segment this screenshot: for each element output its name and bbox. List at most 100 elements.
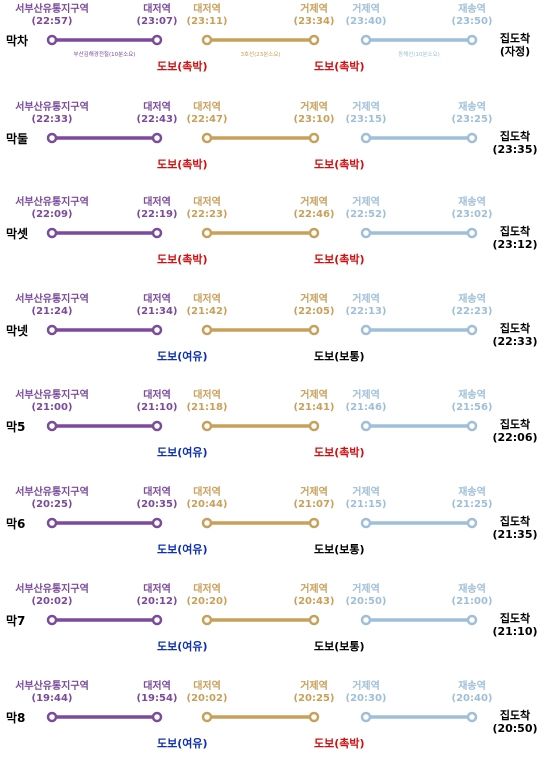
station-node (308, 517, 320, 529)
station-name: 거제역 (300, 584, 328, 595)
station-time: (20:43) (293, 596, 335, 607)
station-time: (21:34) (136, 306, 178, 317)
station-label: 서부산유통지구역 (20:02) (7, 584, 97, 608)
station-time: (22:13) (345, 306, 387, 317)
station-label: 대저역 (23:07) (112, 4, 202, 28)
station-time: (23:11) (186, 16, 228, 27)
schedule-row: 서부산유통지구역 (21:00) 대저역 (21:10) 대저역 (21:18) 거제역 (2… (0, 390, 550, 480)
route-line (46, 34, 478, 46)
station-name: 대저역 (143, 487, 171, 498)
destination: 집도착 (23:35) (488, 130, 542, 156)
station-label: 대저역 (22:19) (112, 197, 202, 221)
station-node (201, 132, 213, 144)
station-time: (22:23) (186, 209, 228, 220)
station-name: 서부산유통지구역 (15, 487, 89, 498)
schedule-row: 서부산유통지구역 (22:09) 대저역 (22:19) 대저역 (22:23) 거제역 (2… (0, 197, 550, 287)
transfer-walk-label: 도보(촉박) (314, 158, 365, 171)
station-node (201, 34, 213, 46)
station-label: 재송역 (21:00) (427, 584, 517, 608)
station-time: (23:15) (345, 114, 387, 125)
station-node (151, 420, 163, 432)
station-node (360, 420, 372, 432)
station-time: (22:52) (345, 209, 387, 220)
station-time: (22:23) (451, 306, 493, 317)
transfer-walk-label: 도보(여유) (157, 543, 208, 556)
destination: 집도착 (20:50) (488, 709, 542, 735)
destination-name: 집도착 (499, 130, 531, 143)
station-label: 대저역 (22:23) (162, 197, 252, 221)
station-label: 거제역 (22:05) (269, 294, 359, 318)
station-label: 거제역 (21:15) (321, 487, 411, 511)
station-name: 서부산유통지구역 (15, 102, 89, 113)
route-label: 막7 (6, 614, 26, 628)
transfer-walk-label: 도보(여유) (157, 640, 208, 653)
station-name: 거제역 (352, 102, 380, 113)
route-line (46, 517, 478, 529)
station-name: 거제역 (352, 197, 380, 208)
station-node (360, 34, 372, 46)
station-node (46, 227, 58, 239)
station-label: 거제역 (21:41) (269, 390, 359, 414)
station-name: 대저역 (143, 4, 171, 15)
station-name: 거제역 (300, 681, 328, 692)
station-label: 서부산유통지구역 (22:57) (7, 4, 97, 28)
station-name: 서부산유통지구역 (15, 584, 89, 595)
station-node (466, 227, 478, 239)
station-label: 대저역 (20:02) (162, 681, 252, 705)
station-label: 대저역 (21:34) (112, 294, 202, 318)
station-label: 대저역 (22:43) (112, 102, 202, 126)
station-node (308, 420, 320, 432)
route-label: 막8 (6, 711, 26, 725)
station-label: 재송역 (21:25) (427, 487, 517, 511)
route-line (46, 227, 478, 239)
station-time: (22:46) (293, 209, 335, 220)
station-name: 대저역 (193, 584, 221, 595)
station-label: 거제역 (20:50) (321, 584, 411, 608)
destination-time: (23:35) (492, 143, 538, 156)
station-node (46, 132, 58, 144)
station-name: 재송역 (458, 487, 486, 498)
station-time: (23:25) (451, 114, 493, 125)
destination-name: 집도착 (499, 515, 531, 528)
route-label: 막차 (6, 34, 29, 48)
station-time: (23:50) (451, 16, 493, 27)
station-node (46, 711, 58, 723)
station-label: 거제역 (21:46) (321, 390, 411, 414)
transfer-walk-label: 도보(촉박) (314, 737, 365, 750)
station-label: 거제역 (23:34) (269, 4, 359, 28)
station-node (360, 132, 372, 144)
station-node (46, 34, 58, 46)
station-node (151, 711, 163, 723)
station-label: 거제역 (23:15) (321, 102, 411, 126)
station-name: 서부산유통지구역 (15, 390, 89, 401)
station-time: (22:33) (31, 114, 73, 125)
station-node (151, 132, 163, 144)
station-node (466, 614, 478, 626)
station-label: 대저역 (20:44) (162, 487, 252, 511)
route-line (46, 711, 478, 723)
station-time: (22:05) (293, 306, 335, 317)
transfer-walk-label: 도보(촉박) (314, 60, 365, 73)
station-node (201, 711, 213, 723)
station-node (360, 517, 372, 529)
station-label: 대저역 (21:42) (162, 294, 252, 318)
station-time: (21:46) (345, 402, 387, 413)
station-node (308, 614, 320, 626)
station-node (46, 614, 58, 626)
station-label: 서부산유통지구역 (21:24) (7, 294, 97, 318)
station-name: 대저역 (143, 102, 171, 113)
station-time: (20:44) (186, 499, 228, 510)
station-label: 거제역 (20:25) (269, 681, 359, 705)
station-name: 거제역 (352, 681, 380, 692)
transfer-walk-label: 도보(보통) (314, 640, 365, 653)
transfer-walk-label: 도보(보통) (314, 350, 365, 363)
station-name: 대저역 (143, 584, 171, 595)
station-time: (22:57) (31, 16, 73, 27)
station-name: 거제역 (300, 390, 328, 401)
station-time: (21:07) (293, 499, 335, 510)
station-time: (22:47) (186, 114, 228, 125)
route-line (46, 132, 478, 144)
route-line (46, 614, 478, 626)
station-time: (21:41) (293, 402, 335, 413)
station-time: (22:09) (31, 209, 73, 220)
